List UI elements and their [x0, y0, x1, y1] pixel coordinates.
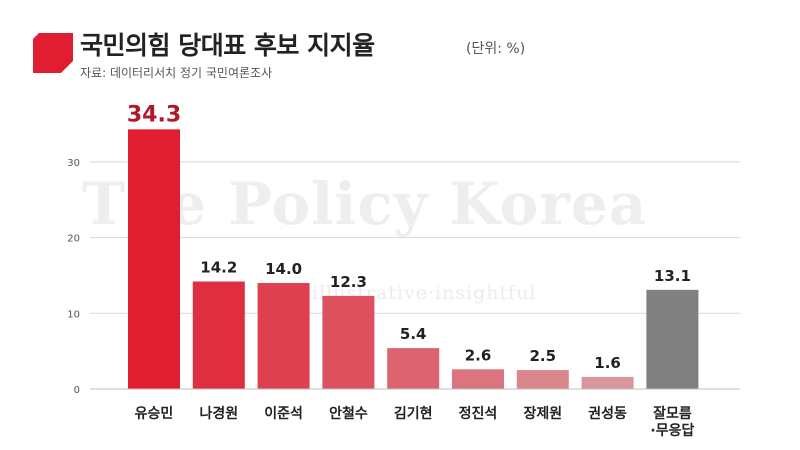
y-tick-label: 30 — [67, 158, 80, 169]
y-tick-label: 10 — [67, 309, 80, 320]
data-label: 14.0 — [265, 260, 302, 278]
logo-icon — [33, 33, 73, 73]
x-tick-label: 나경원 — [199, 405, 238, 422]
data-label: 1.6 — [594, 354, 621, 372]
bar — [387, 348, 440, 389]
data-label: 34.3 — [127, 102, 181, 127]
x-tick-label: 안철수 — [329, 405, 368, 422]
data-label: 13.1 — [654, 267, 691, 285]
x-tick-label: 김기현 — [394, 405, 433, 422]
bar — [646, 289, 699, 389]
y-tick-label: 0 — [74, 385, 80, 396]
bar — [516, 370, 569, 389]
logo-shape — [33, 33, 73, 73]
data-label: 14.2 — [200, 259, 237, 277]
data-label: 2.5 — [530, 347, 557, 365]
source-label: 자료: 데이터리서치 정기 국민여론조사 — [80, 66, 273, 80]
bar — [128, 129, 180, 389]
x-tick-label: 잘모름 — [653, 406, 692, 422]
x-tick-label: 정진석 — [459, 405, 498, 422]
x-tick-label: 장제원 — [523, 405, 562, 422]
chart-title: 국민의힘 당대표 후보 지지율 — [80, 31, 375, 60]
bar — [257, 283, 310, 389]
x-tick-label: 유승민 — [135, 405, 174, 422]
x-tick-label: ·무응답 — [650, 422, 694, 439]
bar — [452, 369, 504, 389]
y-tick-label: 20 — [67, 234, 80, 245]
x-tick-label: 이준석 — [264, 405, 303, 422]
data-label: 12.3 — [330, 273, 367, 291]
unit-label: (단위: %) — [466, 41, 526, 57]
data-label: 5.4 — [400, 325, 427, 343]
data-label: 2.6 — [465, 346, 492, 364]
x-tick-label: 권성동 — [588, 406, 627, 422]
bar — [192, 281, 245, 389]
bar — [322, 295, 375, 389]
bar — [581, 376, 634, 389]
